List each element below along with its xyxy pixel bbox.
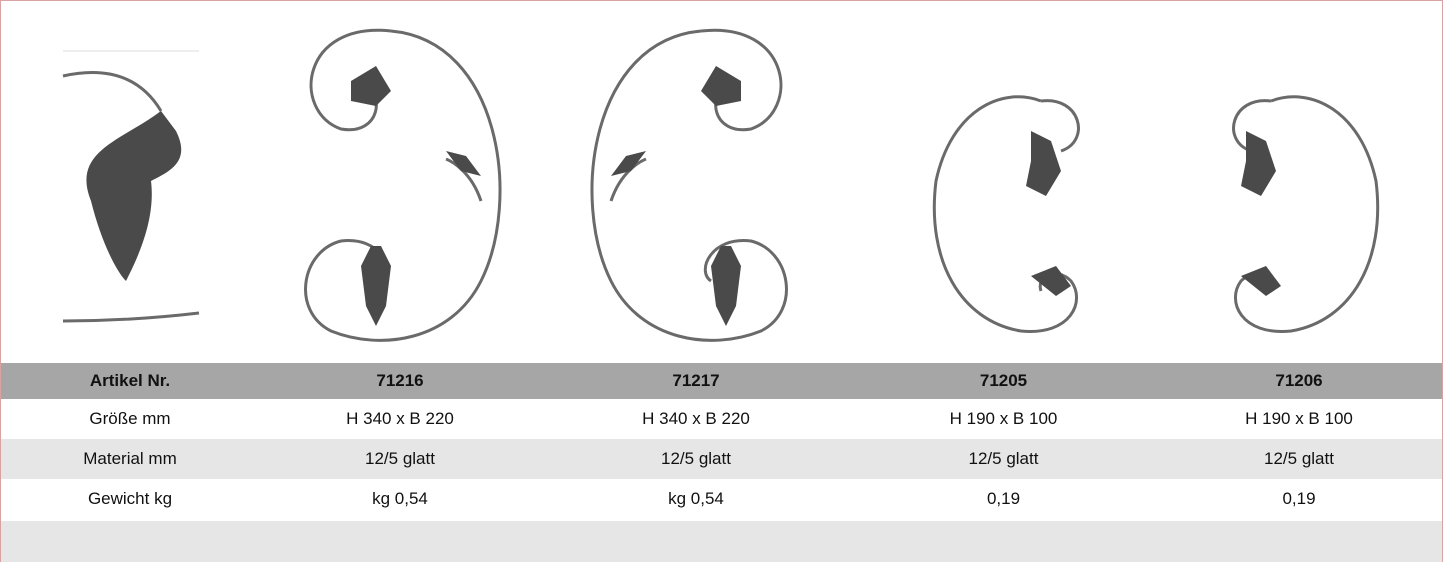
cell: H 340 x B 220	[642, 409, 750, 428]
cell: 0,19	[986, 489, 1021, 508]
cell: H 190 x B 100	[1245, 409, 1353, 428]
cell: H 340 x B 220	[346, 409, 454, 428]
table-row: Gewicht kg kg 0,54 kg 0,54 0,19 0,19	[1, 479, 1442, 519]
cell: H 190 x B 100	[949, 409, 1058, 428]
cell: 12/5 glatt	[541, 439, 851, 479]
table-row: Material mm 12/5 glatt 12/5 glatt 12/5 glat…	[1, 439, 1442, 479]
row-label: Material mm	[1, 439, 259, 479]
table-row: Größe mm H 340 x B 220 H 340 x B 220 H 190 …	[1, 399, 1442, 439]
cell: 0,19	[1282, 489, 1316, 508]
row-label: Größe mm	[89, 409, 171, 428]
cell: 12/5 glatt	[1156, 439, 1442, 479]
cell: 12/5 glatt	[259, 439, 541, 479]
table-footer	[1, 521, 1442, 562]
product-table: Artikel Nr. 71216 71217 71205 71206 Größe mm H…	[1, 363, 1442, 519]
cell: 71216	[259, 363, 541, 399]
cell: kg 0,54	[372, 489, 428, 508]
cell: 71217	[541, 363, 851, 399]
cell: 71205	[851, 363, 1156, 399]
cell: kg 0,54	[668, 489, 724, 508]
cell: 71206	[1156, 363, 1442, 399]
header-row: Artikel Nr. 71216 71217 71205 71206	[1, 363, 1442, 399]
row-label: Artikel Nr.	[1, 363, 259, 399]
product-images	[62, 28, 1380, 342]
cell: 12/5 glatt	[851, 439, 1156, 479]
row-label: Gewicht kg	[87, 489, 173, 508]
